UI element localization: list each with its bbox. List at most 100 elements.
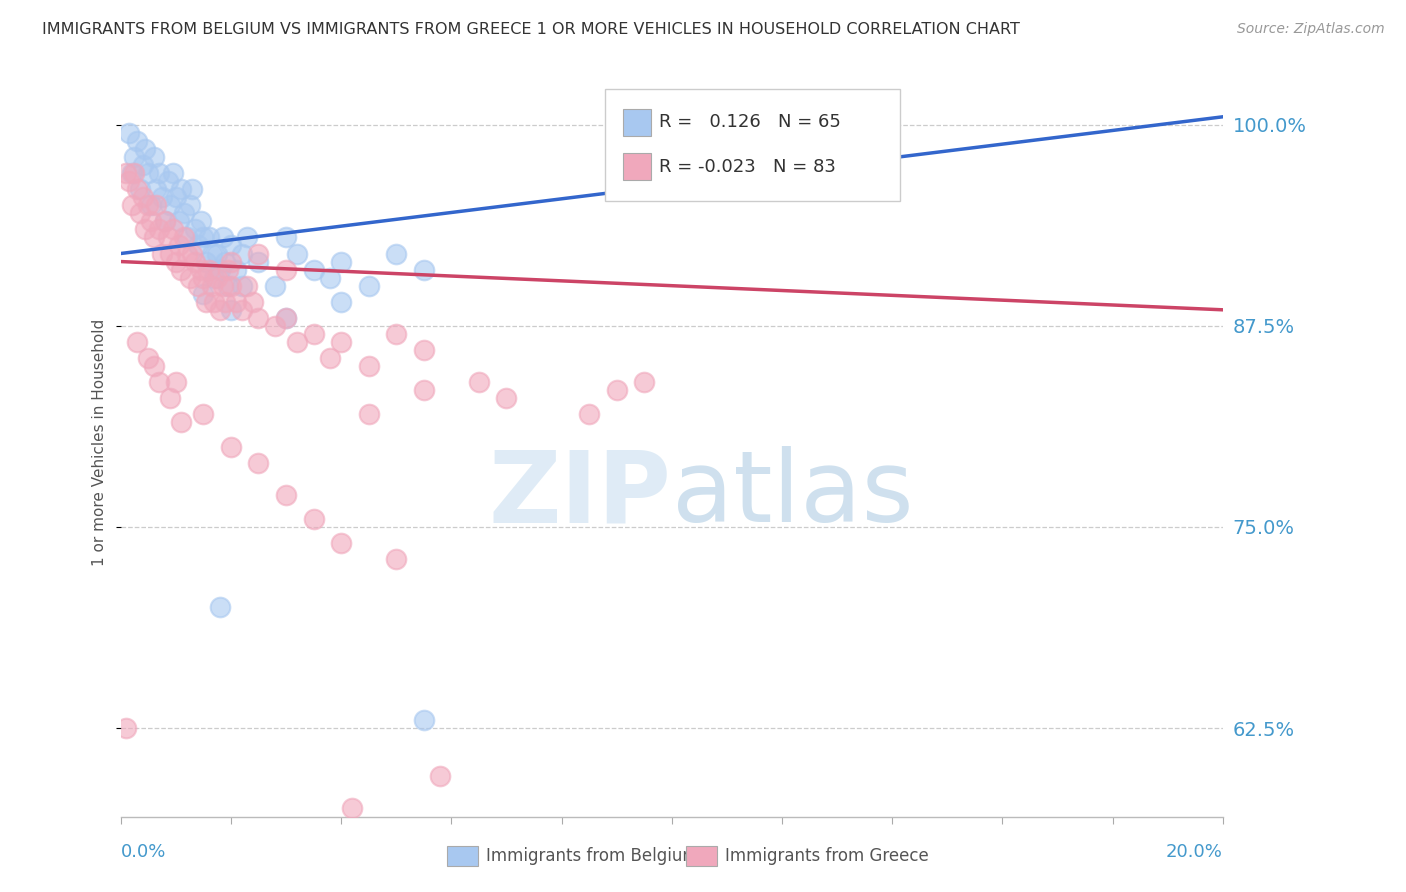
Point: [236, 230, 259, 244]
Point: [208, 302, 231, 317]
Point: [134, 142, 156, 156]
Text: IMMIGRANTS FROM BELGIUM VS IMMIGRANTS FROM GREECE 1 OR MORE VEHICLES IN HOUSEHOL: IMMIGRANTS FROM BELGIUM VS IMMIGRANTS FR…: [42, 22, 1021, 37]
Point: [211, 230, 233, 244]
Point: [142, 230, 165, 244]
Point: [150, 246, 173, 260]
Point: [236, 278, 259, 293]
Point: [139, 198, 162, 212]
Point: [159, 392, 181, 406]
Point: [225, 294, 247, 309]
Point: [187, 278, 209, 293]
Point: [118, 126, 141, 140]
Point: [193, 270, 215, 285]
Point: [181, 182, 204, 196]
Point: [145, 182, 167, 196]
Point: [173, 206, 195, 220]
Point: [211, 278, 233, 293]
Point: [274, 310, 297, 325]
Text: R =   0.126   N = 65: R = 0.126 N = 65: [659, 113, 841, 131]
Point: [159, 198, 181, 212]
Point: [231, 302, 253, 317]
Point: [124, 150, 146, 164]
Point: [661, 182, 683, 196]
Point: [115, 166, 138, 180]
Point: [302, 262, 325, 277]
Point: [385, 246, 408, 260]
Text: Immigrants from Belgium: Immigrants from Belgium: [486, 847, 699, 864]
Point: [198, 262, 221, 277]
Point: [274, 488, 297, 502]
Point: [285, 334, 308, 349]
Point: [429, 769, 451, 783]
Point: [150, 190, 173, 204]
Point: [385, 552, 408, 566]
Point: [217, 262, 239, 277]
Point: [385, 326, 408, 341]
Point: [285, 246, 308, 260]
Point: [219, 278, 242, 293]
Point: [179, 270, 201, 285]
Point: [200, 246, 222, 260]
Point: [148, 222, 170, 236]
Point: [247, 456, 270, 470]
Point: [167, 214, 190, 228]
Point: [176, 246, 198, 260]
Point: [302, 512, 325, 526]
Point: [633, 375, 655, 389]
Point: [165, 254, 187, 268]
Point: [148, 375, 170, 389]
Point: [219, 302, 242, 317]
Point: [264, 318, 287, 333]
Point: [219, 440, 242, 454]
Point: [165, 190, 187, 204]
Point: [195, 294, 218, 309]
Point: [578, 408, 600, 422]
Point: [153, 214, 176, 228]
Point: [242, 294, 264, 309]
Point: [198, 230, 221, 244]
Point: [139, 214, 162, 228]
Point: [247, 246, 270, 260]
Point: [247, 310, 270, 325]
Point: [142, 359, 165, 373]
Point: [193, 408, 215, 422]
Point: [330, 334, 353, 349]
Point: [124, 166, 146, 180]
Text: Immigrants from Greece: Immigrants from Greece: [725, 847, 929, 864]
Point: [129, 206, 152, 220]
Point: [170, 182, 193, 196]
Point: [214, 294, 236, 309]
Point: [127, 334, 149, 349]
Point: [176, 230, 198, 244]
Point: [165, 375, 187, 389]
Point: [214, 254, 236, 268]
Point: [193, 230, 215, 244]
Point: [145, 198, 167, 212]
Point: [319, 351, 342, 365]
Point: [208, 262, 231, 277]
Point: [162, 222, 184, 236]
Point: [179, 198, 201, 212]
Point: [156, 230, 179, 244]
Text: Source: ZipAtlas.com: Source: ZipAtlas.com: [1237, 22, 1385, 37]
Point: [127, 134, 149, 148]
Point: [274, 310, 297, 325]
Text: 0.0%: 0.0%: [121, 843, 166, 862]
Point: [193, 286, 215, 301]
Point: [190, 262, 212, 277]
Point: [184, 254, 207, 268]
Point: [121, 198, 143, 212]
Point: [195, 254, 218, 268]
Point: [412, 343, 434, 357]
Point: [412, 713, 434, 727]
Point: [136, 166, 159, 180]
Point: [468, 375, 491, 389]
Point: [148, 166, 170, 180]
Point: [217, 278, 239, 293]
Text: R = -0.023   N = 83: R = -0.023 N = 83: [659, 158, 837, 176]
Point: [357, 408, 380, 422]
Point: [202, 294, 225, 309]
Point: [219, 254, 242, 268]
Point: [495, 392, 517, 406]
Point: [170, 262, 193, 277]
